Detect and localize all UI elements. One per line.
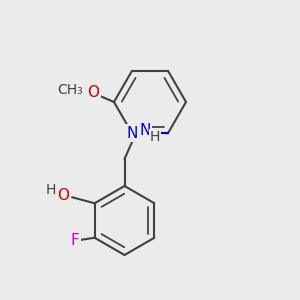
Text: N: N — [126, 126, 138, 141]
Text: H: H — [150, 130, 160, 143]
Text: F: F — [71, 233, 80, 248]
Text: CH₃: CH₃ — [58, 83, 83, 97]
Text: N: N — [140, 123, 151, 138]
Text: O: O — [87, 85, 99, 100]
Text: H: H — [45, 183, 56, 197]
Text: O: O — [57, 188, 69, 203]
